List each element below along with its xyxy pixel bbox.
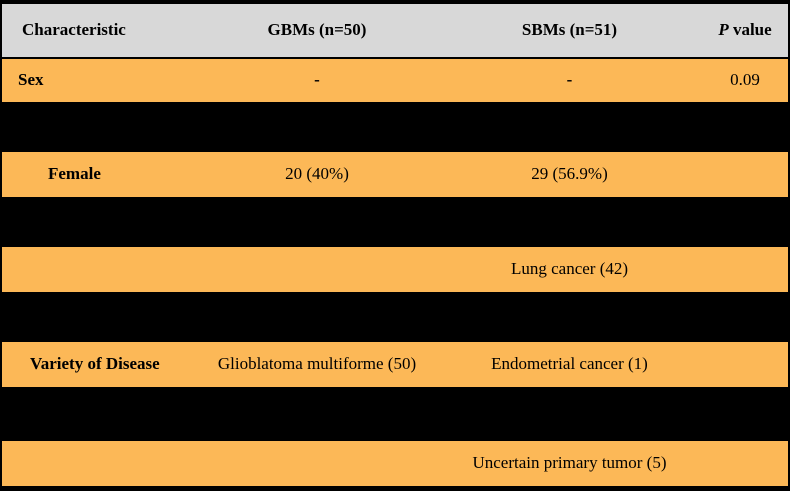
cell-characteristic: Sex (18, 70, 44, 90)
cell-sbms: Uncertain primary tumor (5) (472, 453, 667, 473)
table-row: Variety of Disease Glioblatoma multiforme… (2, 342, 788, 387)
cell-gbms: Glioblatoma multiforme (50) (217, 354, 417, 374)
table-row: Lung cancer (42) (2, 247, 788, 292)
header-gbms: GBMs (n=50) (267, 20, 367, 40)
cell-sbms: 29 (56.9%) (531, 164, 608, 184)
header-pvalue-italic-p: P (718, 20, 729, 40)
table-row: Uncertain primary tumor (5) (2, 441, 788, 486)
header-sbms: SBMs (n=51) (521, 20, 618, 40)
redacted-row (2, 292, 788, 342)
header-characteristic: Characteristic (22, 20, 126, 40)
header-pvalue: P value (702, 20, 788, 40)
cell-gbms: 20 (40%) (285, 164, 349, 184)
redacted-row (2, 102, 788, 152)
cell-sbms: - (566, 70, 573, 90)
cell-characteristic: Female (48, 164, 101, 184)
table-row: Female 20 (40%) 29 (56.9%) (2, 152, 788, 197)
redacted-row (2, 387, 788, 441)
cell-gbms: - (314, 70, 320, 90)
cell-pvalue: 0.09 (730, 70, 760, 90)
table-row: Sex - - 0.09 (2, 59, 788, 102)
header-pvalue-rest: value (728, 20, 772, 40)
table-header-row: Characteristic GBMs (n=50) SBMs (n=51) P… (2, 4, 788, 57)
cell-sbms: Lung cancer (42) (510, 259, 629, 279)
cell-characteristic: Variety of Disease (30, 354, 160, 374)
table-body: Sex - - 0.09 Female 20 (40%) 29 (56.9%) Lung ca… (2, 59, 788, 486)
redacted-row (2, 197, 788, 247)
cell-sbms: Endometrial cancer (1) (491, 354, 648, 374)
